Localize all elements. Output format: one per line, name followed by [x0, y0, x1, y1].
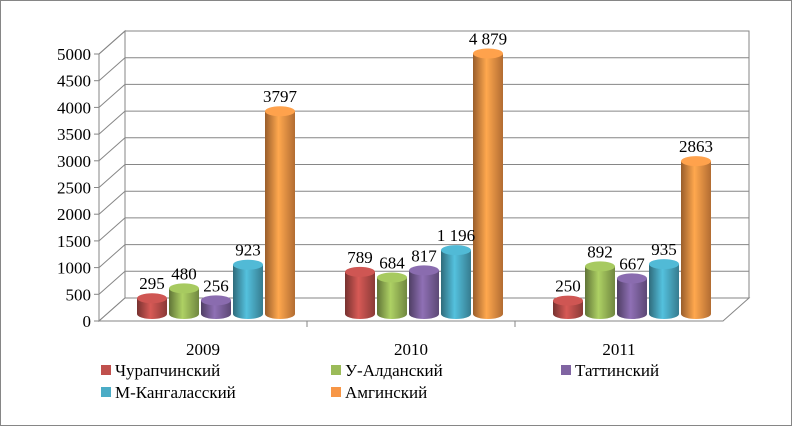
bar-2011-3 [649, 259, 679, 319]
bars [137, 48, 711, 319]
gridline-side [98, 244, 126, 268]
legend-item-3: М-Кангаласский [101, 383, 236, 402]
legend-item-0: Чурапчинский [101, 361, 220, 380]
data-label-2009-1: 480 [171, 264, 197, 283]
legend-item-4: Амгинский [331, 383, 427, 402]
data-label-2010-3: 1 196 [437, 226, 475, 245]
data-label-2011-1: 892 [587, 242, 613, 261]
y-tick-label: 3000 [57, 152, 91, 171]
data-label-2010-4: 4 879 [469, 29, 507, 48]
legend-item-2: Таттинский [561, 361, 659, 380]
bar-2009-1 [169, 283, 199, 319]
y-tick-label: 5000 [57, 45, 91, 64]
y-tick-label: 1500 [57, 232, 91, 251]
legend-swatch [561, 365, 571, 375]
gridline-side [98, 110, 126, 135]
bar-2011-2 [617, 273, 647, 319]
x-tick-label-2011: 2011 [602, 340, 635, 359]
bar-2010-3 [441, 245, 471, 319]
legend-swatch [101, 387, 111, 397]
legend-swatch [331, 365, 341, 375]
gridlines [98, 30, 749, 322]
data-label-2009-2: 256 [203, 276, 229, 295]
bar-2009-4 [265, 106, 295, 319]
data-label-2011-0: 250 [555, 277, 581, 296]
data-label-2010-1: 684 [379, 253, 405, 272]
data-label-2011-2: 667 [619, 254, 645, 273]
legend-item-1: У-Алданский [331, 361, 443, 380]
x-tick-label-2009: 2009 [186, 340, 220, 359]
legend-label: Амгинский [345, 383, 427, 402]
bar-2010-1 [377, 272, 407, 319]
y-tick-label: 2500 [57, 179, 91, 198]
x-axis-ticks: 2009 2010 2011 [186, 321, 636, 359]
data-label-2009-3: 923 [235, 241, 261, 260]
data-label-2011-4: 2863 [679, 137, 713, 156]
x-tick-label-2010: 2010 [394, 340, 428, 359]
legend-label: У-Алданский [345, 361, 443, 380]
y-axis-ticks: 0 500 1000 1500 2000 2500 3000 3500 4000 4500 5000 [57, 45, 100, 331]
y-tick-label: 1000 [57, 259, 91, 278]
gridline-side [98, 30, 126, 55]
bar-2009-0 [137, 293, 167, 319]
gridline-side [98, 164, 126, 188]
bar-2011-0 [553, 295, 583, 319]
y-tick-label: 500 [66, 285, 92, 304]
data-label-2009-4: 3797 [263, 87, 298, 106]
gridline-side [98, 217, 126, 242]
data-label-2009-0: 295 [139, 274, 165, 293]
data-label-2010-0: 789 [347, 248, 373, 267]
bar-2009-3 [233, 259, 263, 319]
bar-2011-4 [681, 156, 711, 319]
gridline-side [98, 57, 126, 82]
legend-swatch [331, 387, 341, 397]
data-label-2011-3: 935 [651, 240, 677, 259]
gridline-side [98, 84, 126, 108]
legend-label: Таттинский [575, 361, 659, 380]
bar-2010-2 [409, 265, 439, 319]
y-tick-label: 4000 [57, 98, 91, 117]
bar-2011-1 [585, 261, 615, 319]
y-tick-label: 2000 [57, 205, 91, 224]
bar-2009-2 [201, 295, 231, 319]
y-tick-label: 3500 [57, 125, 91, 144]
bar-2010-4 [473, 48, 503, 319]
gridline-side [98, 190, 126, 215]
bar-2010-0 [345, 266, 375, 319]
y-tick-label: 4500 [57, 72, 91, 91]
y-tick-label: 0 [83, 312, 92, 331]
gridline-side [98, 137, 126, 162]
legend-label: М-Кангаласский [115, 383, 236, 402]
legend: Чурапчинский У-Алданский Таттинский М-Канга… [101, 361, 659, 402]
legend-swatch [101, 365, 111, 375]
legend-label: Чурапчинский [115, 361, 220, 380]
gridline-side [98, 270, 126, 295]
data-label-2010-2: 817 [411, 246, 437, 265]
